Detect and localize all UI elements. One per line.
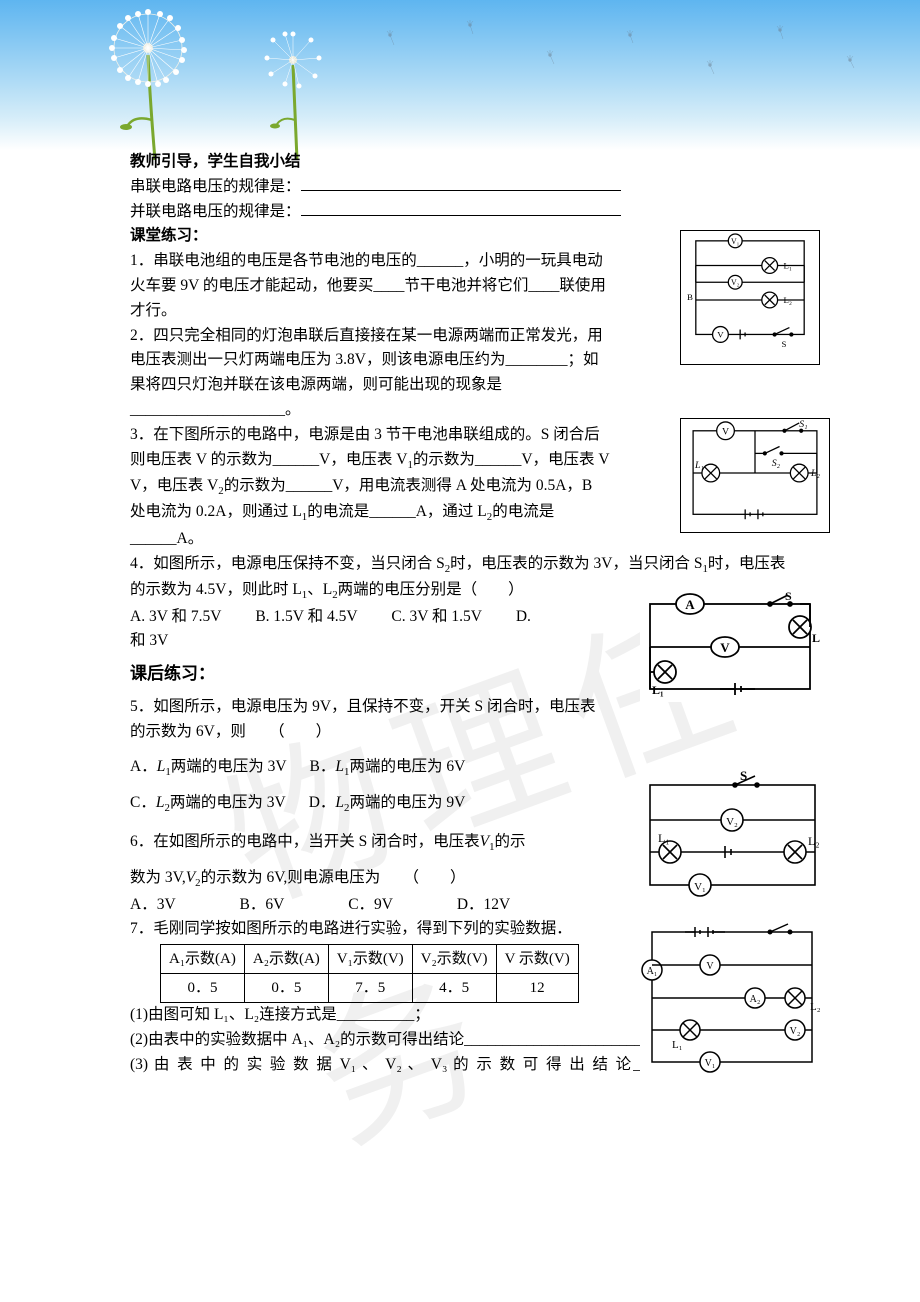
q5a-post: 两端的电压为 3V — [171, 758, 287, 775]
q5-block: 5．如图所示，电源电压为 9V，且保持不变，开关 S 闭合时，电压表的示数为 6… — [130, 695, 610, 942]
q7: 7．毛刚同学按如图所示的电路进行实验，得到下列的实验数据． — [130, 917, 610, 942]
q5: 5．如图所示，电源电压为 9V，且保持不变，开关 S 闭合时，电压表的示数为 6… — [130, 695, 610, 745]
q6-d: 的示数为 6V,则电源电压为 （ ） — [201, 869, 466, 886]
svg-text:V: V — [720, 640, 730, 655]
q5b-pre: B． — [310, 758, 336, 775]
q5b-post: 两端的电压为 6V — [349, 758, 465, 775]
svg-text:L₁: L₁ — [672, 1039, 683, 1051]
circuit-fig-3: A S L₂ V L₁ — [640, 592, 820, 702]
summary-line1: 串联电路电压的规律是： — [130, 175, 730, 200]
q7-table: A₁示数(A) A₂示数(A) V₁示数(V) V₂示数(V) V 示数(V) … — [160, 944, 579, 1003]
th: V₁示数(V) — [328, 945, 412, 974]
svg-text:V: V — [722, 427, 729, 438]
th: V₂示数(V) — [412, 945, 496, 974]
q5d-post: 两端的电压为 9V — [349, 794, 465, 811]
svg-text:S: S — [740, 770, 747, 783]
q4-options: A. 3V 和 7.5V B. 1.5V 和 4.5V C. 3V 和 1.5V… — [130, 605, 610, 630]
q5c-pre: C． — [130, 794, 156, 811]
circuit-fig-1: V₁ L₁ V₂ L₂ V S A B — [680, 230, 820, 365]
td: 0．5 — [161, 974, 245, 1003]
svg-text:V₂: V₂ — [726, 816, 738, 828]
summary-line2: 并联电路电压的规律是： — [130, 200, 730, 225]
circuit-fig-2: V S₁ S₂ L₁ L₂ — [680, 418, 830, 533]
summary-lead: 教师引导，学生自我小结 — [130, 150, 730, 175]
q6-optC: C．9V — [348, 893, 393, 918]
svg-text:V₁: V₁ — [694, 881, 706, 893]
q4-optB: B. 1.5V 和 4.5V — [255, 605, 357, 630]
svg-text:L₂: L₂ — [810, 468, 820, 479]
svg-text:L₁: L₁ — [658, 831, 670, 845]
q5-optsCD: C．L2两端的电压为 3V D．L2两端的电压为 9V — [130, 791, 610, 817]
q5-optsAB: A．L1两端的电压为 3V B．L1两端的电压为 6V — [130, 755, 610, 781]
svg-text:L₂: L₂ — [808, 834, 820, 848]
svg-text:V₁: V₁ — [731, 237, 740, 246]
svg-text:L₁: L₁ — [652, 683, 664, 697]
q4-optA: A. 3V 和 7.5V — [130, 605, 221, 630]
dandelion-left — [100, 0, 220, 160]
svg-text:L₁: L₁ — [783, 260, 792, 270]
summary-line1-label: 串联电路电压的规律是： — [130, 178, 301, 195]
classwork-heading: 课堂练习： — [130, 224, 730, 249]
q5a-pre: A． — [130, 758, 157, 775]
q1-q3-block: 1．串联电池组的电压是各节电池的电压的______，小明的一玩具电动火车要 9V… — [130, 249, 610, 551]
svg-text:S₂: S₂ — [772, 458, 781, 469]
blank — [301, 200, 621, 216]
th: A₁示数(A) — [161, 945, 245, 974]
svg-text:V: V — [706, 961, 714, 972]
q4-d: 、L — [307, 581, 332, 598]
svg-text:S: S — [785, 592, 792, 603]
svg-text:L₂: L₂ — [812, 631, 820, 645]
q6-options: A．3V B．6V C．9V D．12V — [130, 893, 610, 918]
q6-line1: 6．在如图所示的电路中，当开关 S 闭合时，电压表V1的示 — [130, 830, 610, 856]
q4-b: 时，电压表的示数为 3V，当只闭合 S — [450, 555, 702, 572]
q5d-pre: D． — [309, 794, 336, 811]
dandelion-right — [255, 20, 345, 160]
circuit-fig-4: S V₂ L₁ L₂ V₁ — [640, 770, 825, 900]
td: 4．5 — [412, 974, 496, 1003]
svg-text:V₂: V₂ — [731, 278, 740, 287]
q6-a: 6．在如图所示的电路中，当开关 S 闭合时，电压表 — [130, 833, 480, 850]
th: V 示数(V) — [496, 945, 578, 974]
q4-a: 4．如图所示，电源电压保持不变，当只闭合 S — [130, 555, 445, 572]
q6-b: 的示 — [495, 833, 526, 850]
svg-text:L₁: L₁ — [694, 460, 704, 471]
q6-optA: A．3V — [130, 893, 176, 918]
svg-text:L₂: L₂ — [810, 1001, 821, 1013]
svg-text:S₁: S₁ — [799, 419, 807, 430]
q6-optB: B．6V — [240, 893, 285, 918]
dandelion-seeds — [350, 5, 900, 125]
svg-text:A₂: A₂ — [750, 994, 761, 1005]
q3: 3．在下图所示的电路中，电源是由 3 节干电池串联组成的。S 闭合后则电压表 V… — [130, 423, 610, 552]
svg-text:A₁: A₁ — [647, 966, 658, 977]
td: 12 — [496, 974, 578, 1003]
svg-text:A: A — [685, 597, 695, 612]
q6-c: 数为 3V, — [130, 869, 186, 886]
svg-text:V: V — [717, 329, 724, 339]
q6-line2: 数为 3V,V2的示数为 6V,则电源电压为 （ ） — [130, 866, 610, 892]
td: 7．5 — [328, 974, 412, 1003]
q1: 1．串联电池组的电压是各节电池的电压的______，小明的一玩具电动火车要 9V… — [130, 249, 610, 323]
q2: 2．四只完全相同的灯泡串联后直接接在某一电源两端而正常发光，用电压表测出一只灯两… — [130, 324, 610, 423]
svg-text:B: B — [687, 292, 693, 302]
th: A₂示数(A) — [244, 945, 328, 974]
q6-optD: D．12V — [457, 893, 510, 918]
q5c-post: 两端的电压为 3V — [170, 794, 286, 811]
svg-text:V₁: V₁ — [705, 1058, 716, 1069]
circuit-fig-5: A₁ V A₂ L₂ V₂ V₁ L₁ — [640, 920, 825, 1075]
q3-b: 的示数为______V，电压表 V — [413, 451, 609, 468]
summary-line2-label: 并联电路电压的规律是： — [130, 203, 301, 220]
blank — [301, 175, 621, 191]
svg-text:L₂: L₂ — [783, 295, 792, 305]
q4-e: 两端的电压分别是（ ） — [338, 581, 524, 598]
td: 0．5 — [244, 974, 328, 1003]
svg-text:V₂: V₂ — [790, 1026, 801, 1037]
q4-optC: C. 3V 和 1.5V — [391, 605, 482, 630]
q3-d: 的电流是______A，通过 L — [307, 503, 487, 520]
q4-optD: D. — [516, 605, 531, 630]
table-data-row: 0．5 0．5 7．5 4．5 12 — [161, 974, 579, 1003]
table-header-row: A₁示数(A) A₂示数(A) V₁示数(V) V₂示数(V) V 示数(V) — [161, 945, 579, 974]
svg-text:S: S — [782, 339, 787, 349]
